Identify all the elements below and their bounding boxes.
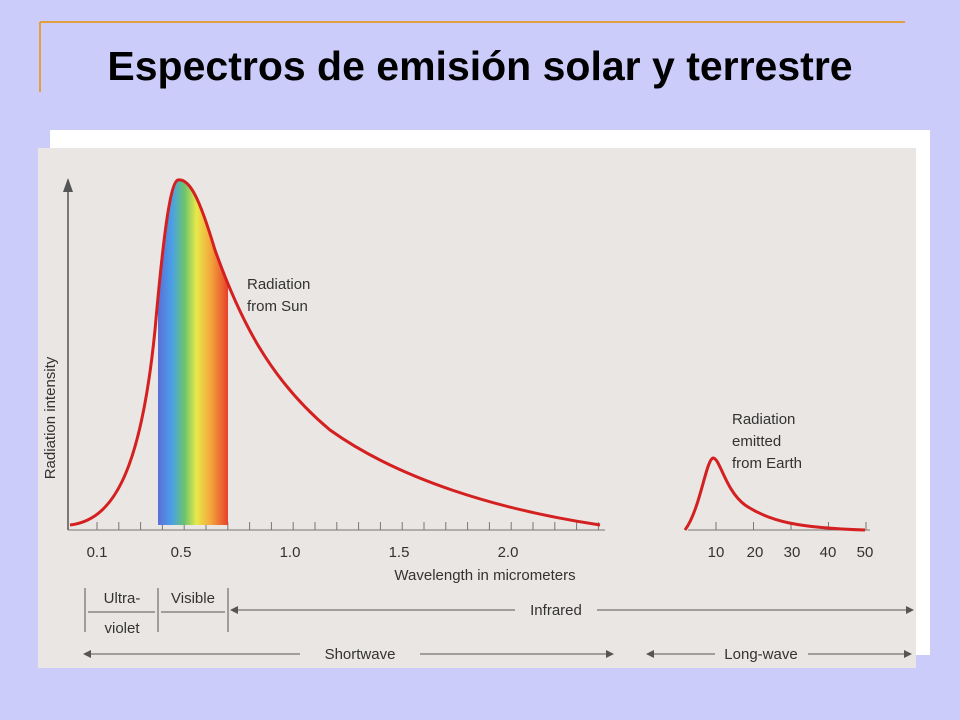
earth-label: emitted <box>732 433 781 450</box>
earth-curve <box>683 456 866 532</box>
tick-label: 40 <box>820 544 837 561</box>
tick-label: 10 <box>708 544 725 561</box>
band-arrows <box>83 606 914 658</box>
sun-label: from Sun <box>247 298 308 315</box>
tick-label: 0.5 <box>171 544 192 561</box>
band-label: Visible <box>171 590 215 607</box>
tick-label: 2.0 <box>498 544 519 561</box>
x-axis-label: Wavelength in micrometers <box>394 567 575 584</box>
earth-label: from Earth <box>732 455 802 472</box>
tick-label: 20 <box>747 544 764 561</box>
tick-label: 0.1 <box>87 544 108 561</box>
band-label: Shortwave <box>325 646 396 663</box>
tick-labels: 0.1 0.5 1.0 1.5 2.0 10 20 30 40 50 <box>87 544 874 561</box>
band-dividers <box>84 588 912 655</box>
tick-label: 1.5 <box>389 544 410 561</box>
band-label: Long-wave <box>724 646 797 663</box>
band-label: Ultra- <box>104 590 141 607</box>
band-label: Infrared <box>530 602 582 619</box>
tick-label: 1.0 <box>280 544 301 561</box>
tick-marks <box>96 522 867 530</box>
slide-title: Espectros de emisión solar y terrestre <box>107 43 852 89</box>
tick-label: 50 <box>857 544 874 561</box>
tick-label: 30 <box>784 544 801 561</box>
band-label: violet <box>104 620 140 637</box>
earth-label: Radiation <box>732 411 795 428</box>
y-axis-arrow <box>63 178 73 192</box>
sun-curve <box>69 178 601 527</box>
y-axis-label: Radiation intensity <box>42 356 59 479</box>
sun-label: Radiation <box>247 276 310 293</box>
